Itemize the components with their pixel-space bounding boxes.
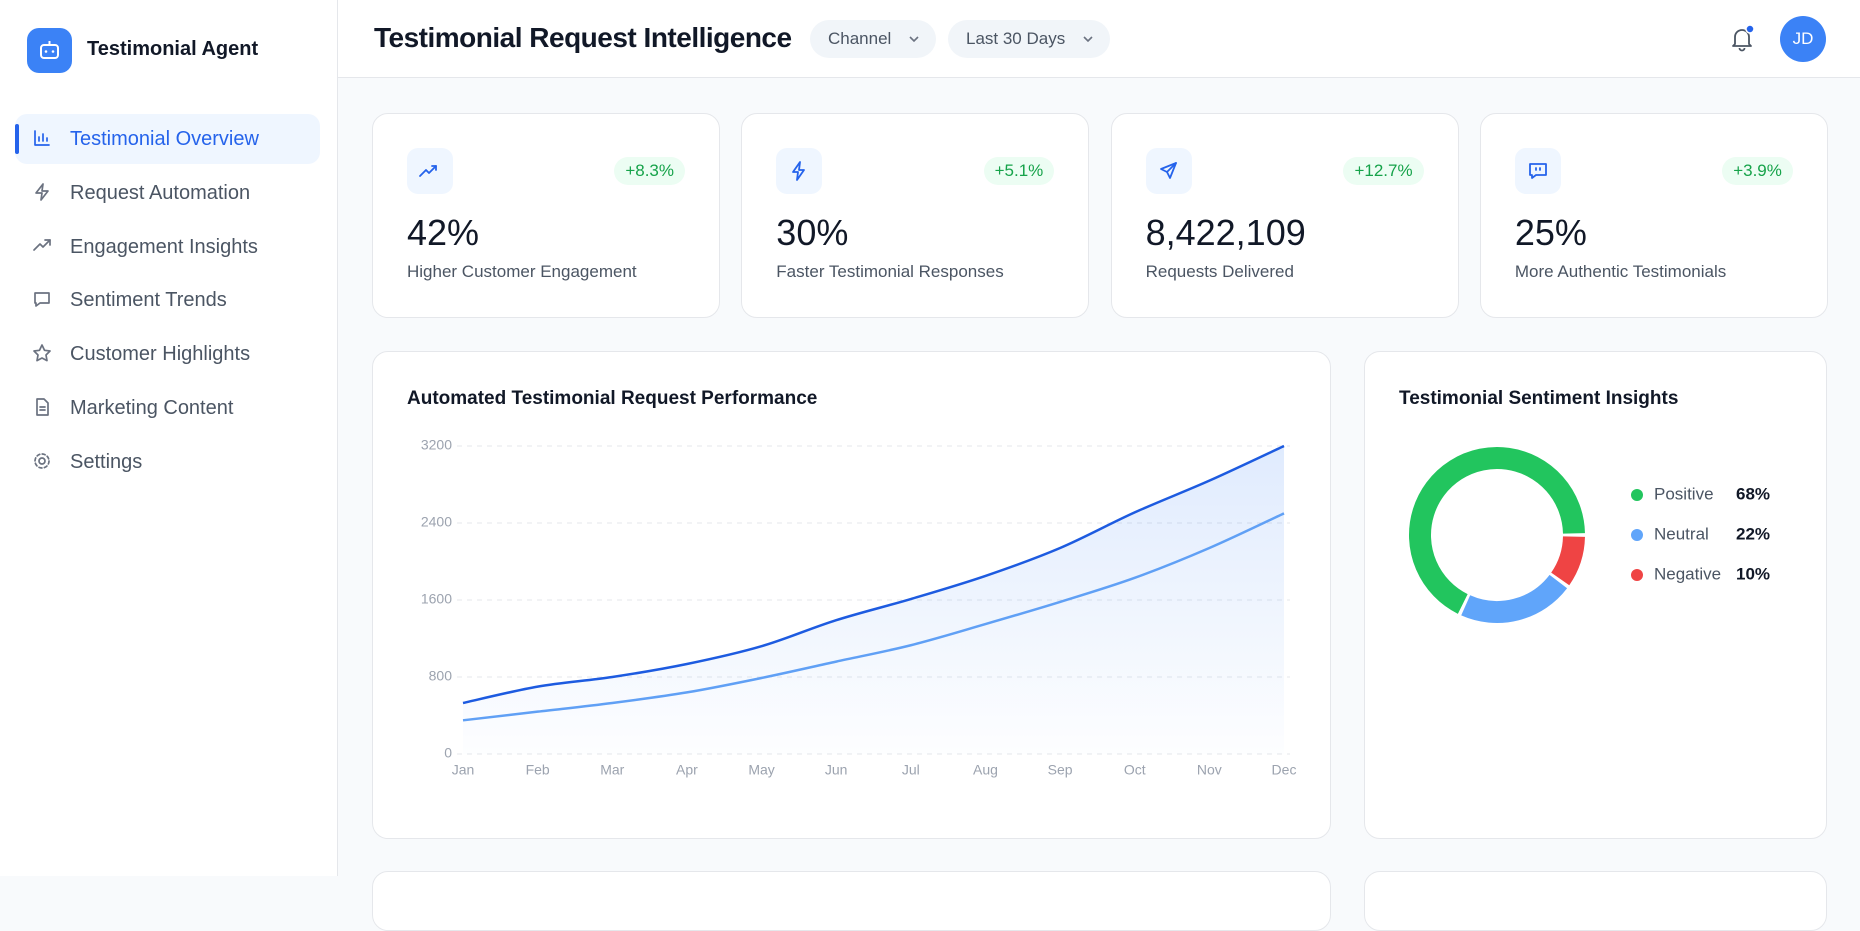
- x-tick-label: Oct: [1124, 762, 1146, 778]
- legend-label: Neutral: [1654, 524, 1709, 543]
- x-tick-label: Aug: [973, 762, 998, 778]
- nav-icon: [36, 398, 49, 416]
- kpi-icon: [1514, 148, 1561, 194]
- kpi-change: +8.3%: [614, 157, 685, 185]
- nav-icon: [35, 182, 49, 201]
- x-tick-label: Mar: [600, 762, 624, 778]
- nav-item[interactable]: Marketing Content: [15, 383, 320, 433]
- brand-icon: [40, 41, 59, 59]
- y-tick-label: 0: [444, 745, 452, 761]
- filter-dropdown[interactable]: Channel: [810, 20, 936, 58]
- kpi-change: +5.1%: [983, 157, 1055, 185]
- nav-item[interactable]: Sentiment Trends: [15, 275, 320, 325]
- nav-item[interactable]: Request Automation: [15, 168, 320, 218]
- x-tick-label: Jun: [825, 762, 848, 778]
- nav-label: Settings: [70, 450, 143, 473]
- nav-icon: [34, 130, 50, 146]
- kpi-card: +5.1% 30% Faster Testimonial Responses: [741, 113, 1090, 318]
- x-tick-label: Feb: [526, 762, 550, 778]
- y-tick-label: 3200: [421, 437, 452, 453]
- kpi-label: Requests Delivered: [1145, 262, 1294, 281]
- sidebar: Testimonial Agent Testimonial Overview Re…: [0, 0, 338, 876]
- nav-item[interactable]: Settings: [15, 437, 320, 487]
- chevron: [1083, 36, 1093, 43]
- x-tick-label: Sep: [1048, 762, 1073, 778]
- icon: [1528, 163, 1547, 179]
- kpi-value: 30%: [776, 212, 849, 253]
- donut-segment: [1461, 574, 1568, 623]
- nav-label: Sentiment Trends: [70, 289, 227, 312]
- donut-segment: [1550, 535, 1585, 586]
- icon: [792, 161, 806, 181]
- nav-icon: [33, 238, 51, 251]
- header: Testimonial Request Intelligence Channel…: [338, 0, 1860, 78]
- kpi-label: More Authentic Testimonials: [1514, 262, 1727, 281]
- kpi-value: 42%: [407, 212, 480, 253]
- card: [1364, 871, 1827, 931]
- legend-dot: [1631, 529, 1643, 541]
- chevron: [909, 36, 919, 43]
- y-tick-label: 2400: [421, 514, 452, 530]
- user-avatar[interactable]: JD: [1780, 16, 1826, 62]
- kpi-icon: [776, 148, 823, 194]
- kpi-icon: [407, 148, 453, 194]
- nav-item[interactable]: Customer Highlights: [15, 329, 320, 379]
- filter-label: Channel: [828, 29, 892, 48]
- icon: [419, 165, 437, 177]
- nav-item[interactable]: Testimonial Overview: [15, 114, 320, 164]
- line: [462, 444, 1285, 705]
- card: [372, 871, 1331, 931]
- y-tick-label: 1600: [421, 591, 452, 607]
- kpi-change: +3.9%: [1722, 157, 1793, 185]
- nav-icon: [34, 452, 50, 469]
- kpi-card: +8.3% 42% Higher Customer Engagement: [372, 113, 720, 318]
- nav-item[interactable]: Engagement Insights: [15, 222, 320, 272]
- kpi-label: Faster Testimonial Responses: [776, 262, 1004, 281]
- x-tick-label: Jan: [452, 762, 475, 778]
- kpi-change: +12.7%: [1343, 157, 1424, 185]
- x-tick-label: Apr: [676, 762, 698, 778]
- notification-bell[interactable]: [1728, 24, 1756, 54]
- chart-title: Testimonial Sentiment Insights: [1399, 388, 1678, 409]
- nav-label: Customer Highlights: [70, 343, 251, 366]
- chart-title: Automated Testimonial Request Performanc…: [407, 388, 817, 409]
- kpi-value: 8,422,109: [1145, 212, 1306, 253]
- legend-value: 10%: [1736, 564, 1770, 583]
- kpi-card: +12.7% 8,422,109 Requests Delivered: [1110, 113, 1459, 318]
- legend-dot: [1631, 489, 1643, 501]
- kpi-value: 25%: [1514, 212, 1587, 253]
- nav-label: Request Automation: [70, 181, 251, 204]
- legend-value: 22%: [1736, 524, 1770, 543]
- kpi-icon: [1145, 148, 1192, 194]
- nav-label: Testimonial Overview: [70, 128, 259, 150]
- nav-icon: [34, 292, 50, 308]
- y-tick-label: 800: [429, 668, 453, 684]
- donut-segment: [1409, 447, 1585, 614]
- kpi-card: +3.9% 25% More Authentic Testimonials: [1479, 113, 1828, 318]
- legend-dot: [1631, 569, 1643, 581]
- page-title: Testimonial Request Intelligence: [374, 22, 792, 53]
- x-tick-label: Dec: [1272, 762, 1297, 778]
- line: [462, 512, 1285, 722]
- nav-label: Marketing Content: [70, 397, 234, 419]
- legend-label: Negative: [1654, 564, 1721, 583]
- brand-name: Testimonial Agent: [87, 38, 259, 60]
- legend-label: Positive: [1654, 484, 1714, 503]
- nav-icon: [33, 344, 51, 362]
- brand-logo: [27, 28, 72, 73]
- area: [463, 446, 1284, 754]
- nav-label: Engagement Insights: [70, 235, 258, 258]
- legend-value: 68%: [1736, 484, 1770, 503]
- x-tick-label: Nov: [1197, 762, 1222, 778]
- x-tick-label: May: [748, 762, 774, 778]
- filter-dropdown[interactable]: Last 30 Days: [948, 20, 1110, 58]
- filter-label: Last 30 Days: [966, 29, 1066, 48]
- kpi-label: Higher Customer Engagement: [407, 262, 637, 281]
- charts-layer: Automated Testimonial Request Performanc…: [407, 388, 1770, 778]
- icon: [1159, 162, 1177, 179]
- x-tick-label: Jul: [902, 762, 920, 778]
